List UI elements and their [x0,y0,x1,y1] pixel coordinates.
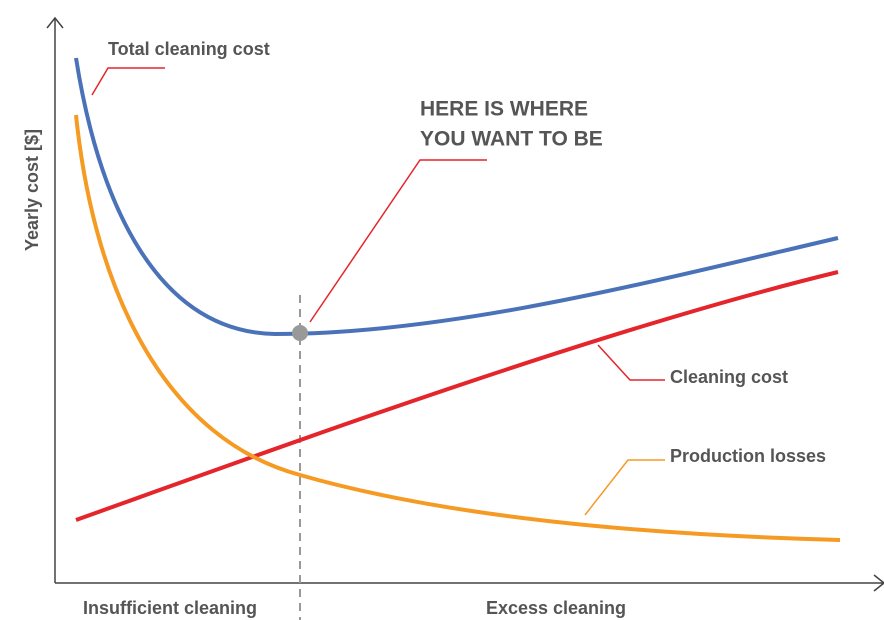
cleaning-cost-curve [75,270,839,522]
x-axis [55,574,884,592]
leader-line [597,344,665,381]
leader-line [91,67,165,96]
production-losses-curve [74,114,841,542]
callout-text: YOU WANT TO BE [420,128,603,151]
callout-text: HERE IS WHERE [420,98,588,121]
total-cost-curve [74,57,839,337]
leader-line [309,159,487,323]
y-axis [46,16,64,583]
curve-label: Cleaning cost [670,367,788,387]
leader-line [584,459,665,516]
x-axis-label: Insufficient cleaning [83,598,257,618]
curve-label: Total cleaning cost [108,39,270,59]
y-axis-label: Yearly cost [$] [22,129,42,251]
optimum-point [292,325,308,341]
x-axis-label: Excess cleaning [486,598,626,618]
curve-label: Production losses [670,446,826,466]
